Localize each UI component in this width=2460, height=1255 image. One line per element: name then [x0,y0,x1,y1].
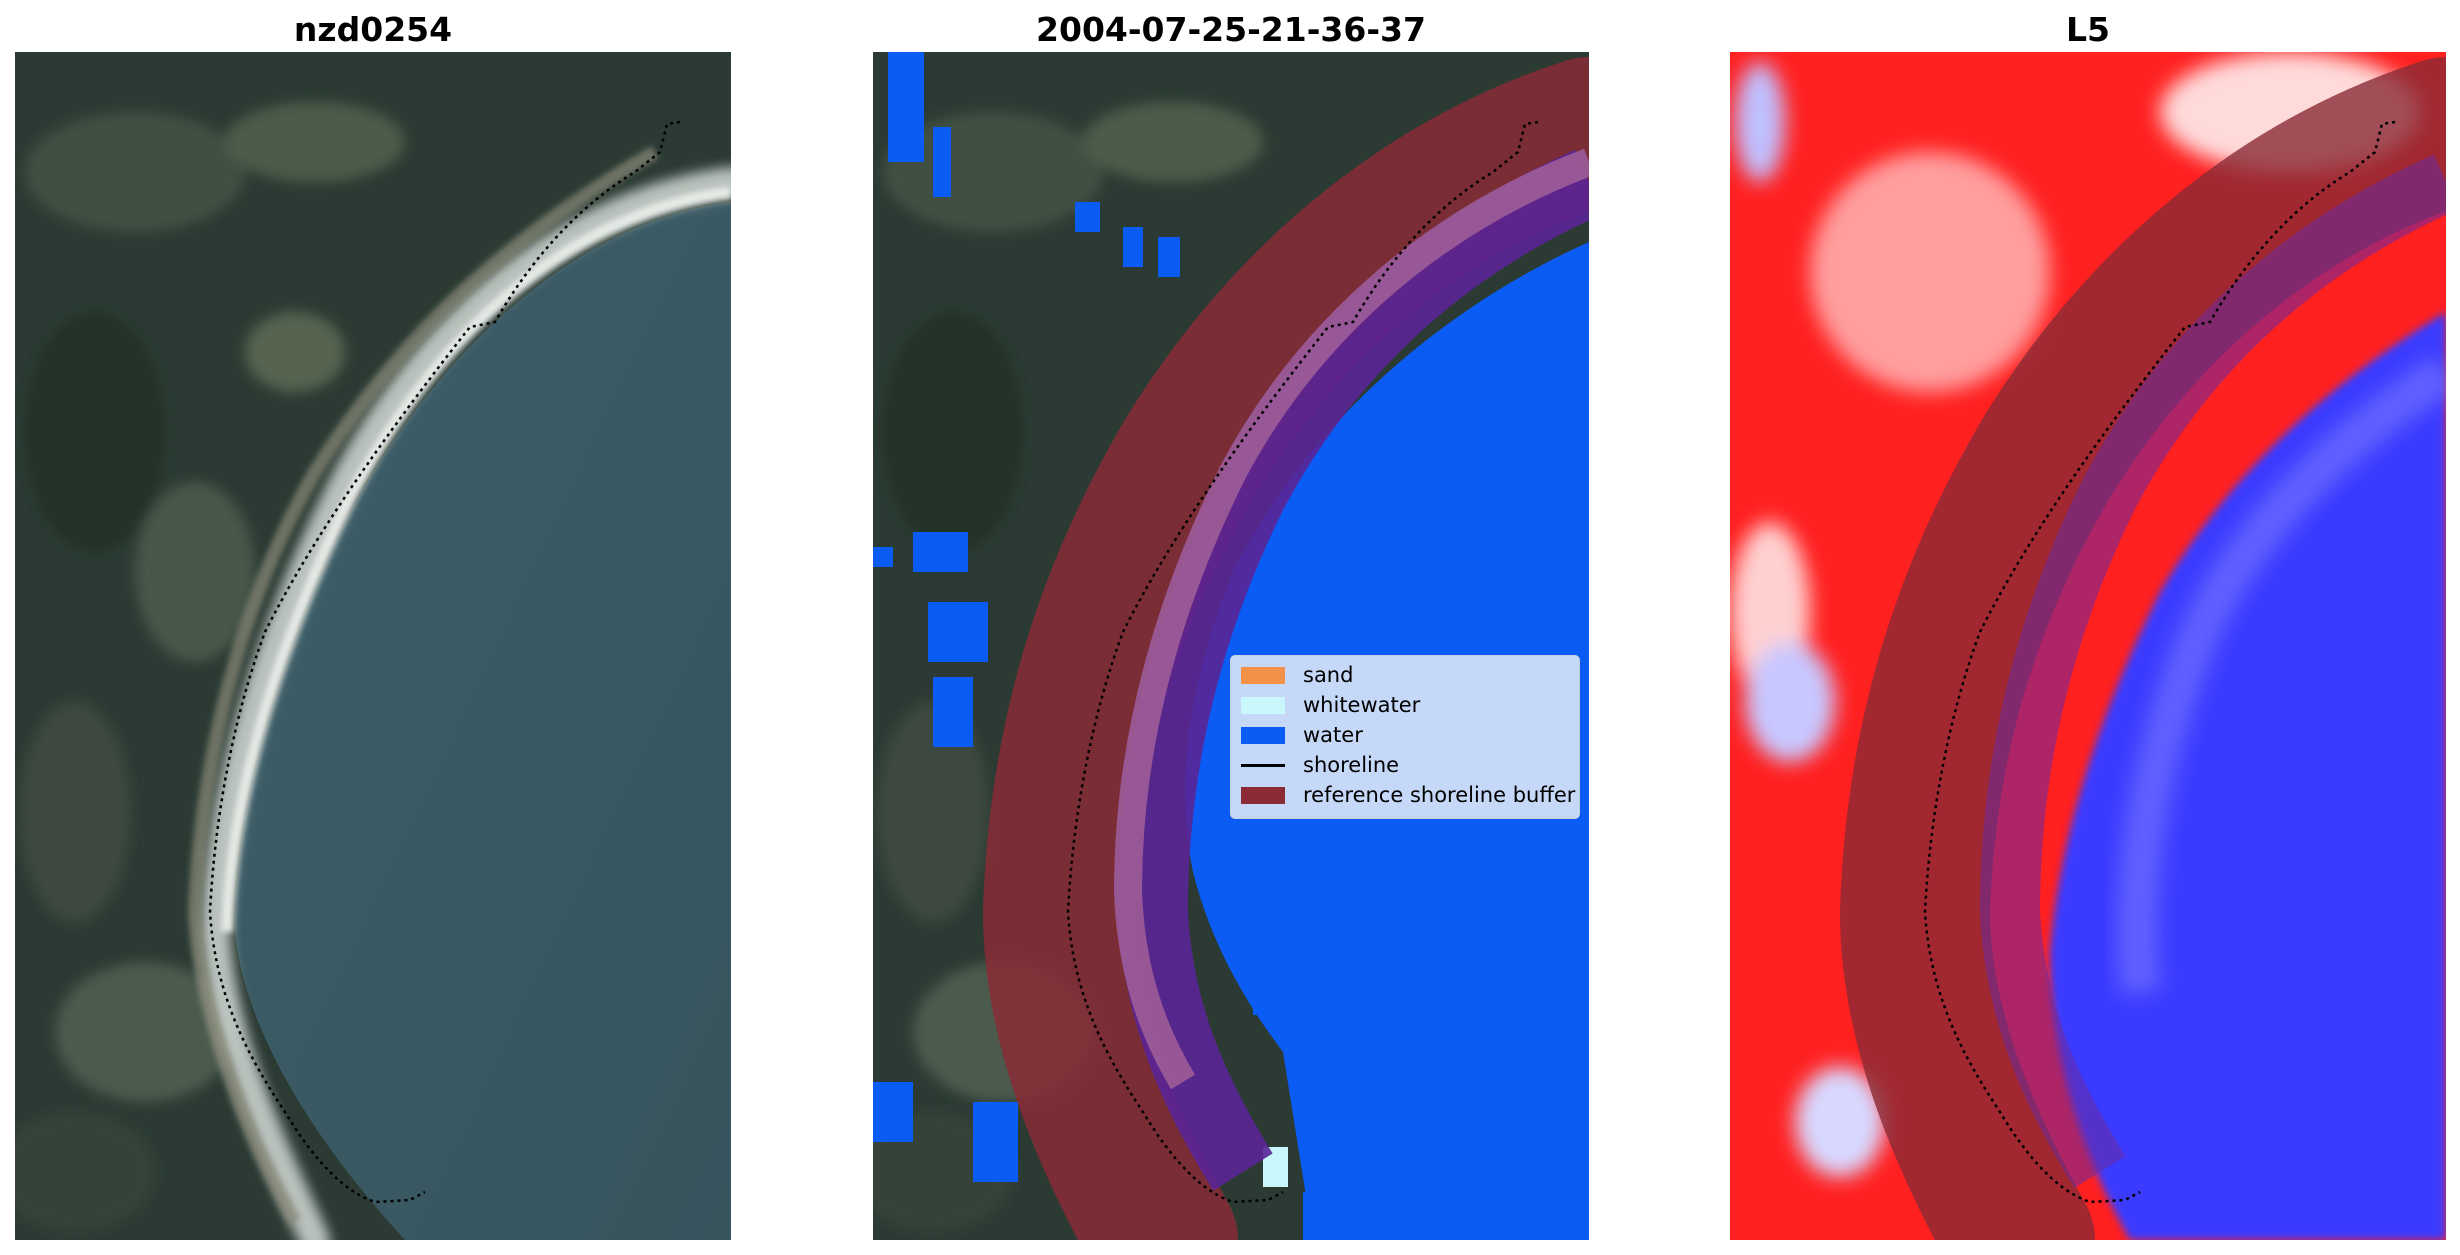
panel-title-rgb: nzd0254 [293,10,453,49]
legend-label-water: water [1303,723,1363,747]
shoreline-line [1923,120,2396,1204]
legend-label-shoreline: shoreline [1303,753,1400,777]
buffer-swatch [1241,786,1285,804]
whitewater-swatch [1241,696,1285,714]
classification-svg [873,52,1589,1240]
buffer-land-overlap [1113,148,1589,1090]
panel-title-classification: 2004-07-25-21-36-37 [1036,10,1426,49]
rgb-satellite-image [15,52,731,1240]
legend-item-shoreline: shoreline [1241,750,1399,780]
reference-buffer [1839,57,2446,1240]
ocean-area [235,202,731,1240]
buffer-water-overlap [1117,149,1589,1191]
classification-image [873,52,1589,1240]
surf-foam [221,186,731,933]
shoreline-swatch [1241,763,1285,767]
water-swatch [1241,726,1285,744]
legend-label-buffer: reference shoreline buffer [1303,783,1576,807]
legend: sand whitewater water shoreline referenc… [1230,655,1580,819]
legend-label-sand: sand [1303,663,1354,687]
water-class-specks [873,52,1323,1240]
beach-strip [187,145,659,1226]
sand-swatch [1241,666,1285,684]
panel-title-index: L5 [2066,10,2110,49]
surf-band [199,167,731,1240]
index-transition [2117,355,2446,994]
rgb-image-svg [15,52,731,1240]
legend-item-buffer: reference shoreline buffer [1241,780,1575,810]
index-image [1730,52,2446,1240]
terrain-texture [15,102,405,1232]
water-negative [2050,312,2446,1240]
shoreline-line [208,120,681,1204]
legend-item-whitewater: whitewater [1241,690,1420,720]
buffer-water-overlap [1979,154,2446,1188]
reference-buffer [982,57,1589,1240]
legend-label-whitewater: whitewater [1303,693,1421,717]
legend-item-water: water [1241,720,1363,750]
legend-item-sand: sand [1241,660,1353,690]
shoreline-line [1066,120,1539,1204]
index-svg [1730,52,2446,1240]
